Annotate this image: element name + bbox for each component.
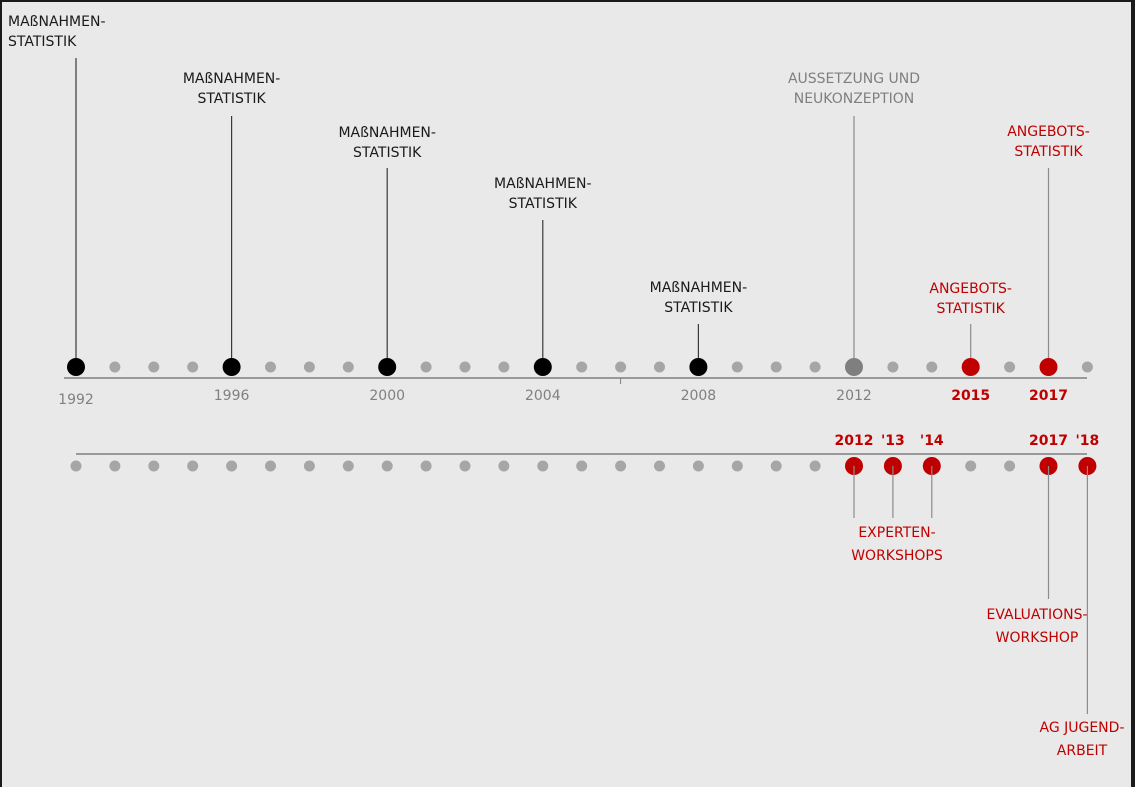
bottom-year-dot	[770, 460, 782, 472]
bottom-year-dot	[109, 460, 121, 472]
top-year-label: 2012	[836, 388, 872, 404]
bottom-event-label: ARBEIT	[1057, 743, 1108, 759]
top-event-marker	[1039, 358, 1058, 376]
top-event-label: STATISTIK	[509, 196, 578, 212]
bottom-year-dot	[303, 460, 315, 472]
bottom-year-dot	[342, 460, 354, 472]
top-event-marker	[222, 358, 241, 376]
bottom-year-dot	[265, 460, 276, 472]
top-year-dot	[809, 361, 821, 373]
top-year-dot	[1004, 361, 1016, 373]
bottom-year-dot	[692, 460, 704, 472]
top-year-dot	[109, 361, 121, 373]
bottom-year-dot	[1004, 460, 1016, 472]
top-event-label: STATISTIK	[1014, 144, 1083, 160]
top-event-label: MAßNAHMEN-	[650, 280, 748, 296]
top-year-dot	[265, 361, 276, 373]
bottom-year-dot	[187, 460, 199, 472]
bottom-year-dot	[226, 460, 238, 472]
top-year-dot	[303, 361, 315, 373]
top-event-label: STATISTIK	[197, 91, 266, 107]
top-event-label: NEUKONZEPTION	[794, 91, 915, 107]
top-year-label: 2017	[1029, 388, 1068, 404]
bottom-year-dot	[148, 460, 160, 472]
top-year-dot	[576, 361, 588, 373]
bottom-event-label: AG JUGEND-	[1039, 720, 1124, 736]
top-year-dot	[148, 361, 160, 373]
top-event-marker	[845, 358, 863, 376]
bottom-year-dot	[70, 460, 82, 472]
bottom-year-dot	[537, 460, 549, 472]
bottom-event-label: WORKSHOPS	[851, 548, 943, 564]
bottom-year-label: '18	[1076, 433, 1100, 449]
top-event-label: ANGEBOTS-	[1007, 124, 1090, 140]
top-event-marker	[67, 358, 85, 376]
bottom-event-label: EXPERTEN-	[858, 525, 935, 541]
top-year-dot	[926, 361, 938, 373]
top-year-dot	[731, 361, 743, 373]
top-event-label: MAßNAHMEN-	[183, 71, 281, 87]
bottom-year-dot	[381, 460, 393, 472]
bottom-year-label: 2017	[1029, 433, 1068, 449]
bottom-year-dot	[498, 460, 510, 472]
top-year-label: 2004	[525, 388, 561, 404]
top-year-label: 2015	[951, 388, 990, 404]
top-year-dot	[887, 361, 899, 373]
top-event-marker	[533, 358, 552, 376]
bottom-year-dot	[420, 460, 432, 472]
top-year-dot	[654, 361, 665, 373]
top-year-dot	[187, 361, 199, 373]
top-year-dot	[498, 361, 510, 373]
top-year-dot	[459, 361, 471, 373]
top-year-dot	[342, 361, 354, 373]
top-event-label: ANGEBOTS-	[929, 281, 1012, 297]
top-year-dot	[770, 361, 782, 373]
top-event-label: MAßNAHMEN-	[8, 14, 106, 30]
top-year-label: 1996	[214, 388, 250, 404]
top-event-label: STATISTIK	[353, 145, 422, 161]
top-event-label: STATISTIK	[664, 300, 733, 316]
bottom-event-label: EVALUATIONS-	[986, 607, 1087, 623]
bottom-year-label: 2012	[835, 433, 874, 449]
top-event-label: STATISTIK	[937, 301, 1006, 317]
bottom-year-label: '13	[881, 433, 905, 449]
bottom-timeline: 2012 '13 '14 2017 '18 EXPERTEN- WORKSHOPS EVALU…	[70, 433, 1125, 759]
bottom-year-dot	[731, 460, 743, 472]
top-timeline: MAßNAHMEN- STATISTIK MAßNAHMEN- STATISTIK MA…	[8, 14, 1093, 408]
bottom-year-label: '14	[920, 433, 944, 449]
top-event-marker	[689, 358, 708, 376]
top-event-label: MAßNAHMEN-	[494, 176, 592, 192]
top-event-marker	[961, 358, 980, 376]
bottom-event-label: WORKSHOP	[996, 630, 1079, 646]
top-year-dot	[1081, 361, 1093, 373]
top-event-label: AUSSETZUNG UND	[788, 71, 920, 87]
bottom-year-dot	[965, 460, 977, 472]
top-year-dot	[615, 361, 627, 373]
bottom-year-dot	[809, 460, 821, 472]
bottom-year-dot	[615, 460, 627, 472]
top-event-marker	[378, 358, 397, 376]
top-year-label: 2008	[681, 388, 717, 404]
top-year-label: 2000	[369, 388, 405, 404]
top-year-dot	[420, 361, 432, 373]
bottom-year-dot	[654, 460, 665, 472]
bottom-year-dot	[576, 460, 588, 472]
top-year-label: 1992	[58, 392, 94, 408]
top-event-label: MAßNAHMEN-	[338, 125, 436, 141]
top-event-label: STATISTIK	[8, 34, 77, 50]
bottom-year-dot	[459, 460, 471, 472]
